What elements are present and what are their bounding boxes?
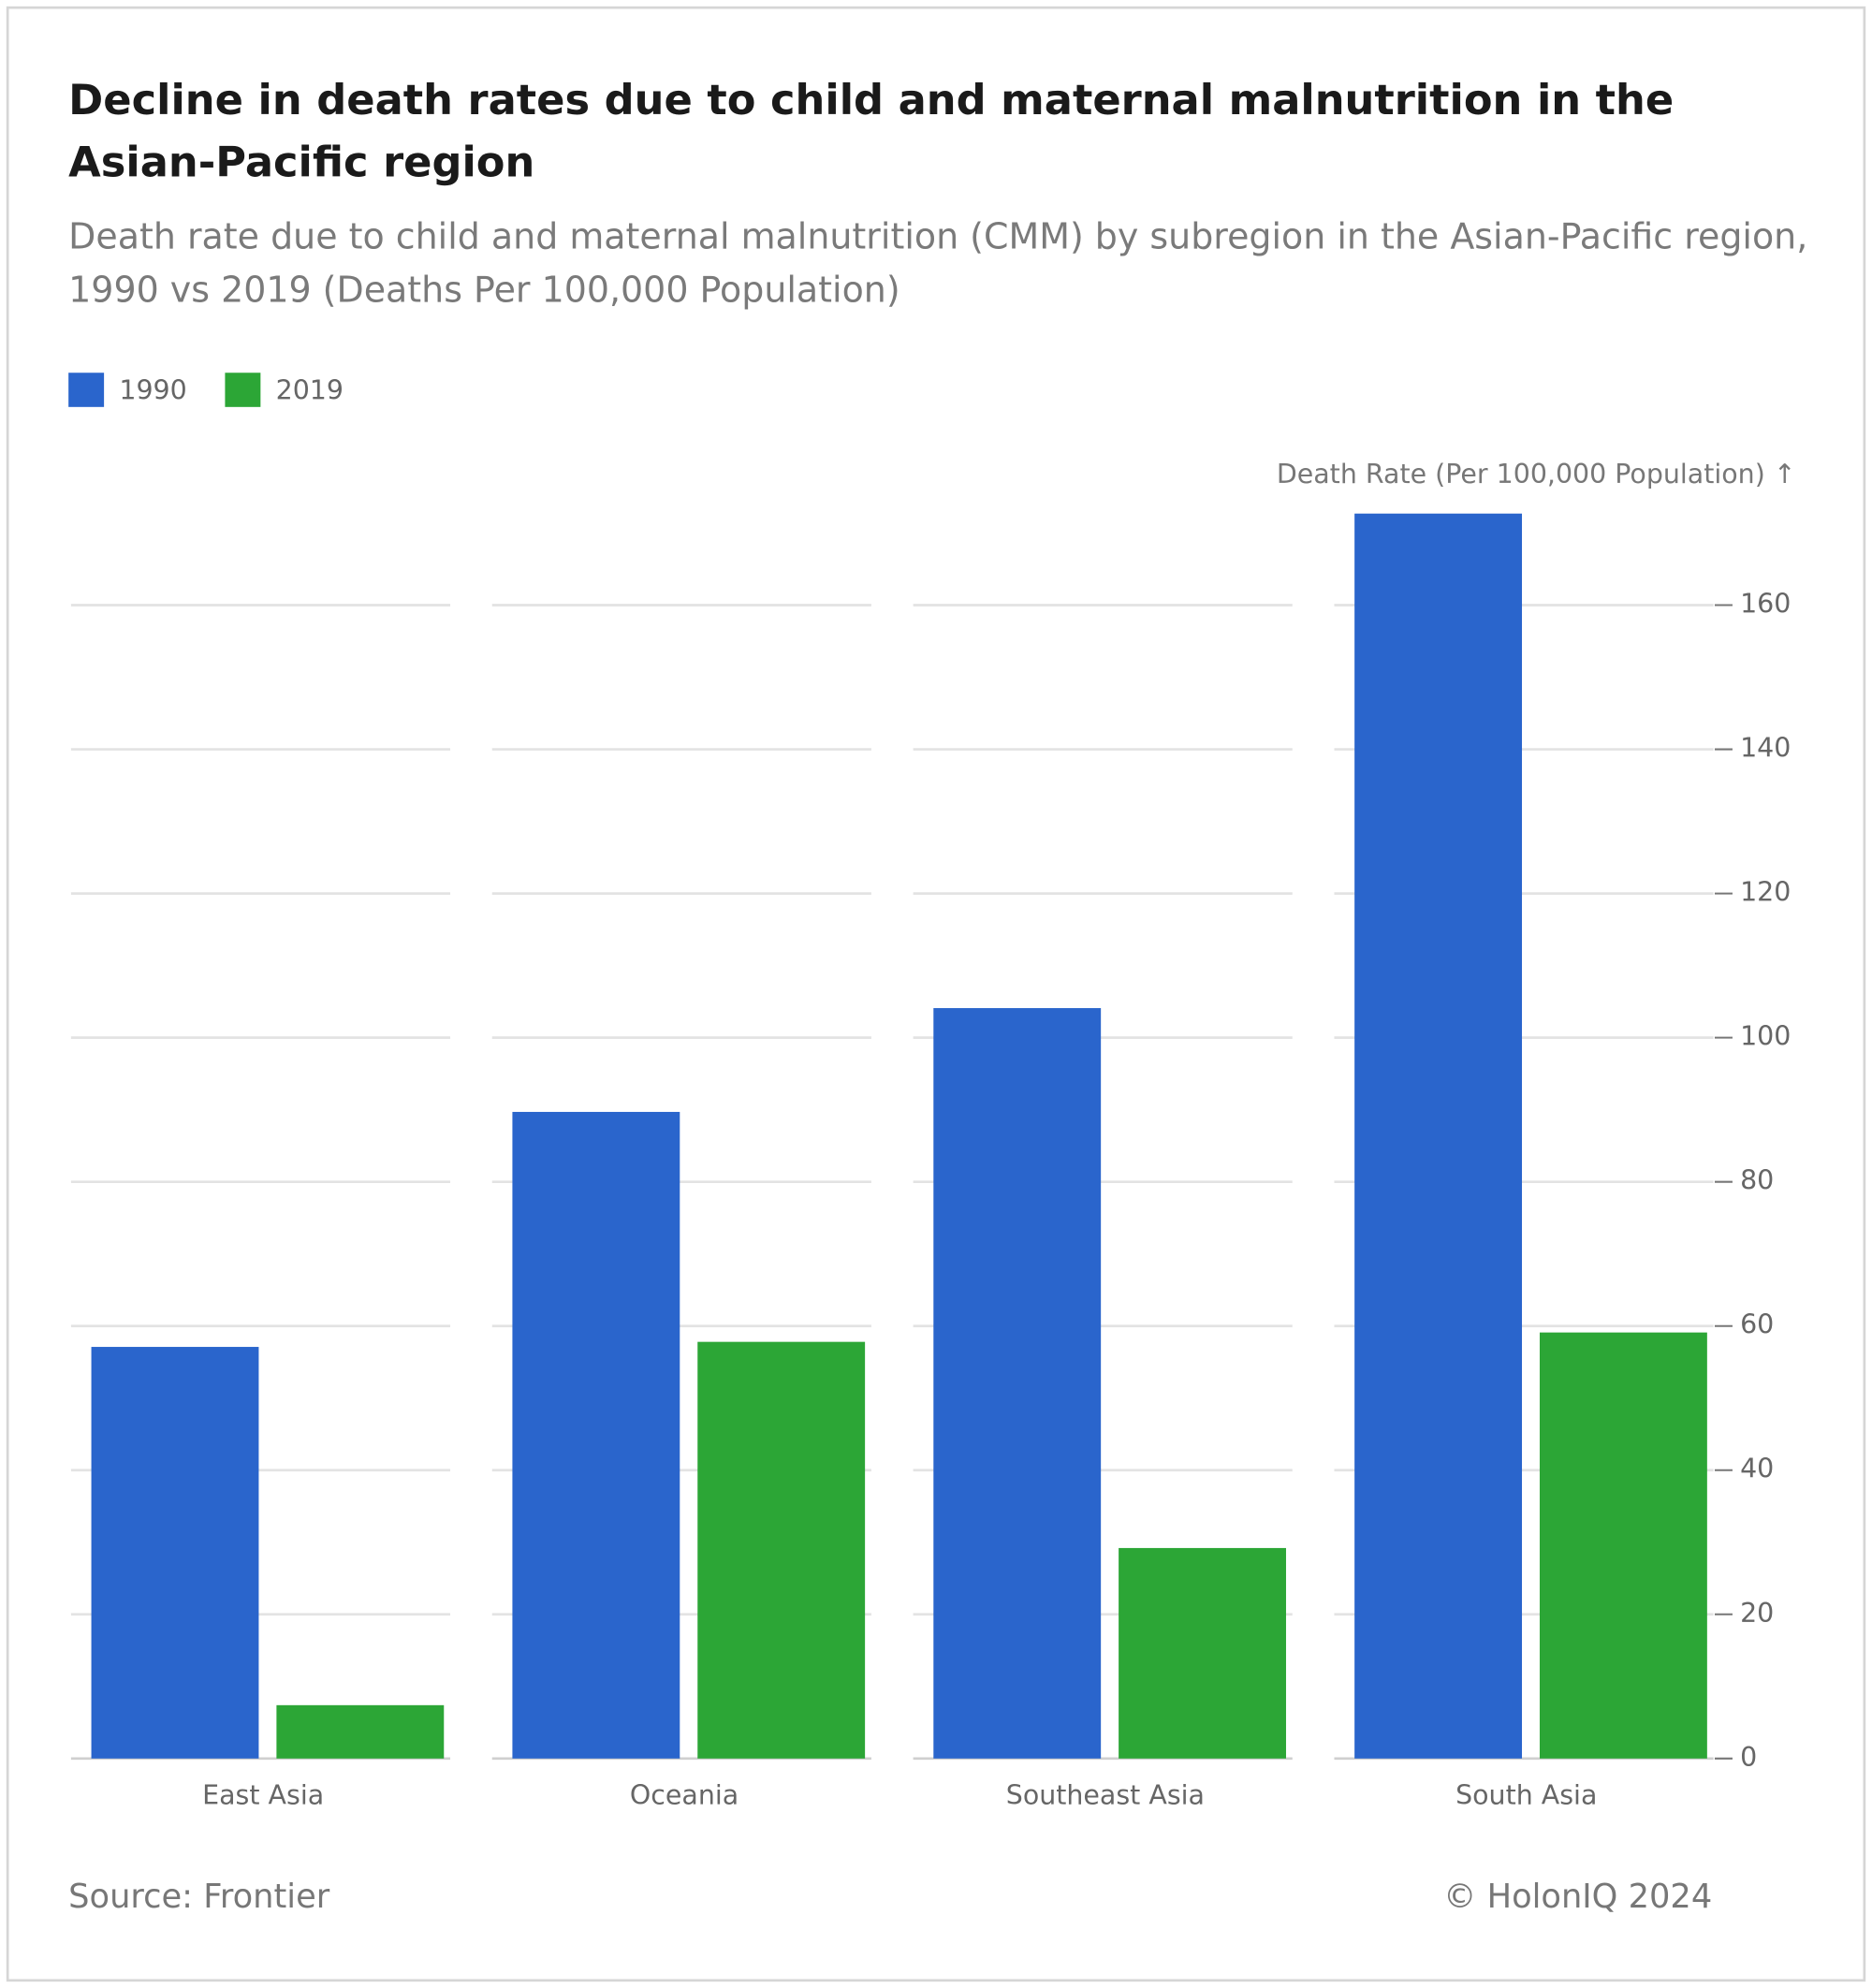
bar — [1539, 1332, 1707, 1759]
title-box: Decline in death rates due to child and … — [68, 74, 1675, 187]
y-tick-label: 140 — [1740, 733, 1791, 764]
bar — [276, 1704, 445, 1759]
legend-swatch — [68, 373, 105, 407]
y-tick-label: 20 — [1740, 1598, 1774, 1629]
bar — [1119, 1547, 1286, 1759]
chart-title: Decline in death rates due to child and … — [68, 74, 1675, 187]
y-tick-label: 60 — [1740, 1309, 1774, 1340]
subtitle-box: Death rate due to child and maternal mal… — [68, 215, 1808, 311]
legend-swatch — [225, 373, 261, 407]
chart-subtitle: Death rate due to child and maternal mal… — [68, 215, 1808, 311]
y-tick-label: 80 — [1740, 1165, 1774, 1196]
source: Source: Frontier — [68, 1878, 330, 1916]
x-tick-label: Oceania — [630, 1779, 739, 1810]
y-tick-label: 160 — [1740, 589, 1791, 620]
y-tick-label: 0 — [1740, 1742, 1757, 1773]
x-tick-label: East Asia — [202, 1779, 324, 1810]
bar — [933, 1008, 1102, 1759]
legend-label: 2019 — [276, 375, 344, 406]
bar — [1354, 513, 1523, 1759]
x-tick-label: Southeast Asia — [1006, 1779, 1205, 1810]
y-tick-label: 100 — [1740, 1021, 1791, 1052]
bar — [512, 1111, 680, 1759]
x-tick-label: South Asia — [1455, 1779, 1597, 1810]
bar — [91, 1347, 259, 1759]
y-tick-label: 120 — [1740, 877, 1791, 908]
bar — [697, 1341, 866, 1759]
y-axis-label: Death Rate (Per 100,000 Population) ↑ — [1277, 459, 1796, 490]
credit: © HolonIQ 2024 — [1443, 1878, 1712, 1916]
y-tick-label: 40 — [1740, 1454, 1774, 1484]
legend-label: 1990 — [119, 375, 186, 406]
